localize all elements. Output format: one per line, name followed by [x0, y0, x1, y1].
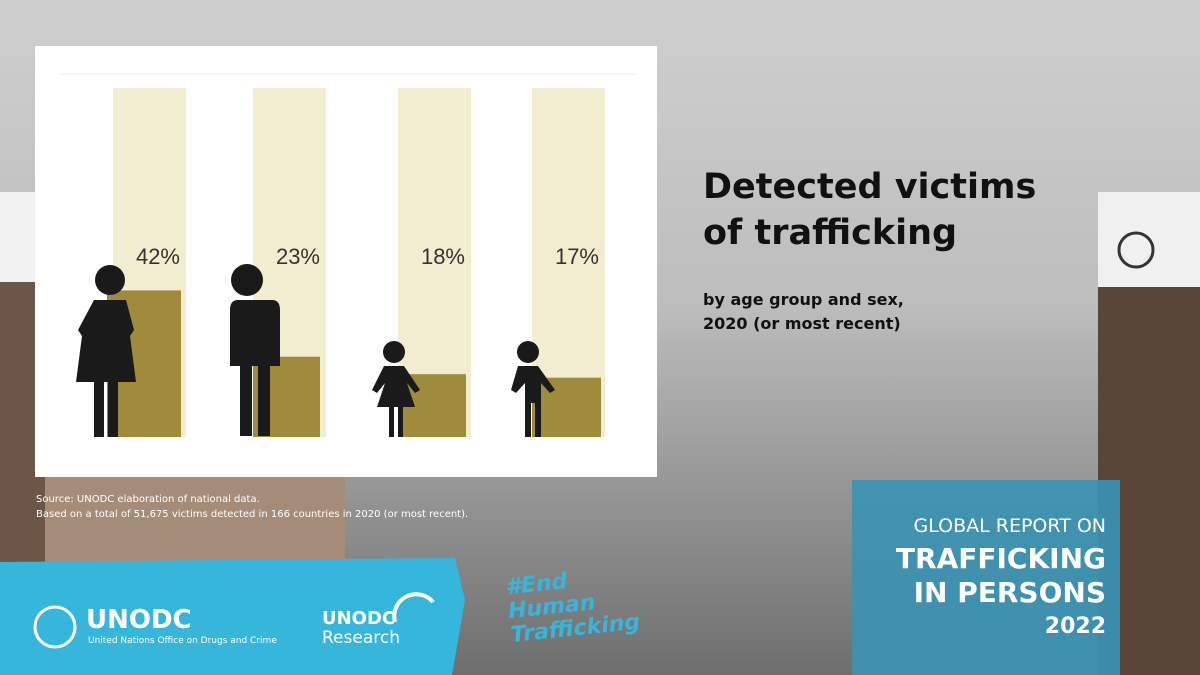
man-icon: [231, 264, 263, 296]
brand-logo-subtitle: United Nations Office on Drugs and Crime: [88, 636, 277, 646]
research-logo: UNODC: [322, 608, 396, 629]
source-note: Source: UNODC elaboration of national da…: [36, 494, 260, 505]
book-art-left: [45, 470, 345, 562]
research-logo: Research: [322, 628, 400, 648]
girl-icon: [383, 341, 405, 363]
chart-title: Detected victims of trafficking: [703, 167, 1037, 253]
un-emblem: [33, 605, 77, 649]
report-box: [852, 480, 1120, 675]
value-label: 17%: [555, 244, 599, 269]
bar: [532, 377, 601, 437]
report-line1: GLOBAL REPORT ON: [913, 515, 1107, 537]
source-note: Based on a total of 51,675 victims detec…: [36, 509, 469, 520]
hashtag: #End Human Trafficking: [504, 569, 642, 649]
brand-strip: [0, 558, 465, 675]
report-line2: TRAFFICKING IN PERSONS: [895, 542, 1106, 609]
report-year: 2022: [1044, 614, 1106, 639]
value-label: 23%: [276, 244, 320, 269]
man-icon: [222, 300, 280, 436]
chart-subtitle: by age group and sex, 2020 (or most rece…: [703, 290, 904, 333]
girl-icon: [372, 366, 420, 437]
boy-icon: [511, 366, 555, 437]
un-emblem-book: [1117, 231, 1155, 269]
value-label: 42%: [136, 244, 180, 269]
woman-icon: [76, 300, 136, 437]
woman-icon: [95, 265, 125, 295]
value-label: 18%: [421, 244, 465, 269]
boy-icon: [517, 341, 539, 363]
brand-logo: UNODC: [86, 605, 192, 635]
research-emblem: [392, 592, 435, 623]
icons: [76, 264, 555, 437]
